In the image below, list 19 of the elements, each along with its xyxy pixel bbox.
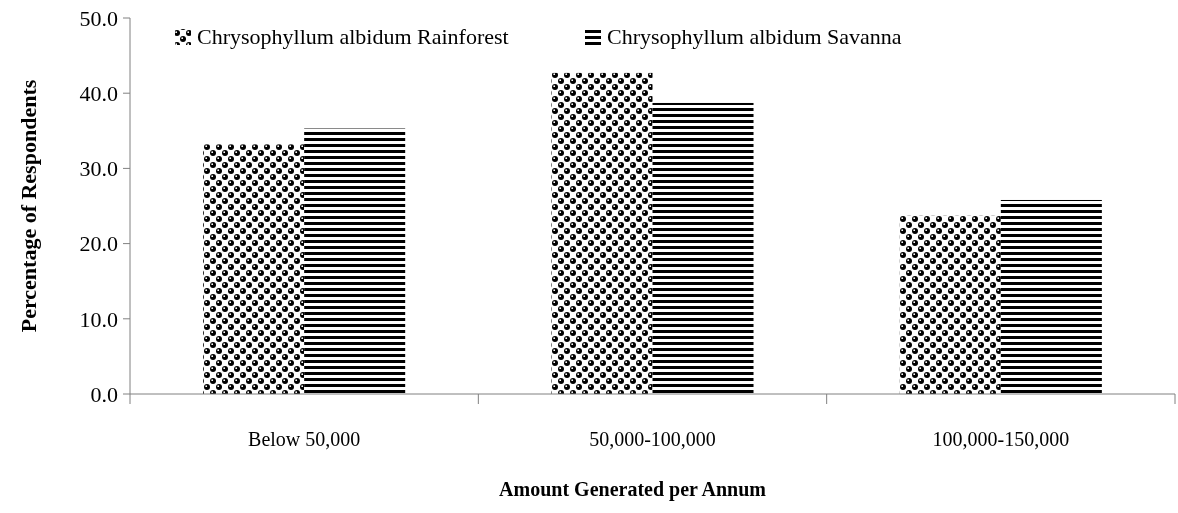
x-axis-title: Amount Generated per Annum (499, 478, 767, 501)
y-tick-label: 30.0 (79, 156, 118, 182)
legend-label: Chrysophyllum albidum Savanna (607, 24, 902, 49)
y-axis-title: Percentage of Respondents (16, 79, 41, 333)
y-tick-label: 10.0 (79, 306, 118, 332)
bar (304, 128, 406, 394)
x-tick-label: 50,000-100,000 (589, 428, 716, 450)
bar (551, 72, 653, 394)
legend-label: Chrysophyllum albidum Rainforest (197, 24, 509, 49)
x-tick-label: 100,000-150,000 (932, 428, 1070, 450)
x-tick-label: Below 50,000 (248, 428, 361, 450)
bar (1000, 199, 1102, 394)
y-tick-label: 0.0 (90, 381, 118, 407)
y-tick-label: 40.0 (79, 80, 118, 106)
y-tick-label: 50.0 (79, 5, 118, 31)
bar (899, 215, 1001, 394)
y-tick-label: 20.0 (79, 231, 118, 257)
bar (652, 102, 754, 394)
bar (203, 144, 305, 394)
